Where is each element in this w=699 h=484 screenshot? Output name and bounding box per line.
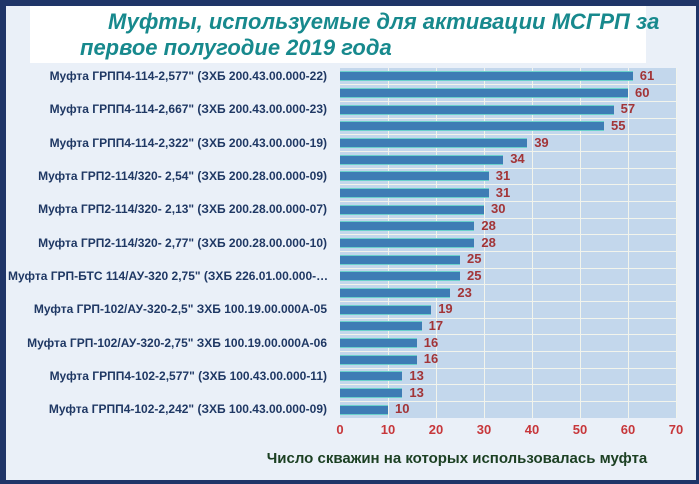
h-gridline [340, 200, 676, 202]
category-label: Муфта ГРПП4-102-2,242" (ЗХБ 100.43.00.00… [48, 402, 327, 417]
h-gridline [340, 367, 676, 369]
v-gridline [483, 68, 485, 418]
x-axis-title: Число скважин на которых использовалась … [266, 450, 648, 467]
bar-value-label: 61 [639, 68, 655, 83]
h-gridline [340, 84, 676, 86]
bar-value-label: 25 [467, 268, 482, 283]
category-label: Муфта ГРП2-114/320- 2,13" (ЗХБ 200.28.00… [38, 202, 327, 217]
bar-value-label: 13 [409, 384, 424, 400]
h-gridline [340, 384, 676, 386]
bar [340, 138, 528, 148]
bar [340, 388, 403, 398]
v-gridline [531, 68, 533, 418]
bar-value-label: 19 [438, 301, 453, 317]
h-gridline [340, 334, 676, 336]
h-gridline [340, 134, 676, 136]
h-gridline [340, 100, 676, 102]
bar [340, 354, 417, 365]
bar-value-label: 23 [457, 284, 472, 300]
h-gridline [340, 317, 676, 319]
bar [340, 254, 460, 265]
category-label: Муфта ГРПП4-114-2,667" (ЗХБ 200.43.00.00… [49, 102, 327, 117]
bar-value-label: 31 [495, 168, 511, 183]
bar-value-label: 16 [423, 334, 439, 350]
category-label: Муфта ГРП-БТС 114/АУ-320 2,75" (ЗХБ 226.… [8, 269, 329, 283]
h-gridline [340, 250, 676, 252]
bar [340, 154, 504, 165]
bar-value-label: 16 [423, 351, 439, 367]
bar-value-label: 57 [620, 101, 636, 117]
h-gridline [340, 184, 676, 186]
bar [340, 188, 489, 198]
bar [340, 288, 451, 298]
bar [340, 221, 475, 232]
bar [340, 338, 417, 348]
chart-title-line-2: первое полугодие 2019 года [80, 35, 392, 60]
bar [340, 404, 388, 415]
h-gridline [340, 267, 676, 269]
category-label: Муфта ГРП2-114/320- 2,77" (ЗХБ 200.28.00… [38, 235, 327, 250]
v-gridline [627, 68, 629, 418]
x-tick-label: 20 [428, 422, 444, 437]
bar [340, 71, 633, 82]
x-tick-label: 10 [380, 422, 396, 437]
bar-value-label: 17 [428, 318, 444, 333]
bar-value-label: 13 [409, 368, 424, 383]
x-tick-label: 40 [524, 422, 540, 437]
h-gridline [340, 167, 676, 169]
category-label: Муфта ГРП2-114/320- 2,54" (ЗХБ 200.28.00… [38, 169, 327, 183]
bar [340, 104, 614, 115]
x-tick-label: 0 [336, 422, 344, 437]
bar-value-label: 25 [467, 251, 482, 267]
plot-area: 61 60 57 55 39 34 31 31 30 28 28 25 25 23 19 17 16 16 13 13… [340, 68, 677, 418]
bar-value-label: 10 [395, 401, 410, 417]
bar-value-label: 28 [481, 218, 496, 233]
bar [340, 121, 604, 132]
h-gridline [340, 150, 676, 152]
x-tick-label: 30 [476, 422, 492, 437]
bar-value-label: 30 [491, 201, 506, 217]
h-gridline [340, 400, 676, 402]
chart-title-line-1: Муфты, используемые для активации МСГРП … [108, 9, 660, 34]
bar-value-label: 31 [495, 184, 511, 200]
category-label: Муфта ГРП-102/АУ-320-2,75" ЗХБ 100.19.00… [27, 335, 327, 350]
h-gridline [340, 350, 676, 352]
v-gridline [675, 68, 677, 418]
chart-title: Муфты, используемые для активации МСГРП … [30, 6, 660, 63]
bar [340, 271, 460, 282]
h-gridline [340, 284, 676, 286]
bar-value-label: 60 [635, 84, 650, 100]
bar-value-label: 55 [611, 118, 626, 133]
bar [340, 304, 432, 315]
x-tick-label: 50 [572, 422, 588, 437]
x-tick-label: 70 [668, 422, 684, 437]
category-label: Муфта ГРПП4-114-2,577" (ЗХБ 200.43.00.00… [49, 69, 327, 83]
category-label: Муфта ГРП-102/АУ-320-2,5" ЗХБ 100.19.00.… [33, 302, 327, 317]
v-gridline [579, 68, 581, 418]
bar [340, 88, 628, 98]
bar [340, 321, 422, 332]
bar-value-label: 39 [534, 134, 549, 150]
h-gridline [340, 217, 676, 219]
h-gridline [340, 117, 676, 119]
bar [340, 171, 489, 182]
x-tick-label: 60 [620, 422, 636, 437]
bar [340, 204, 484, 215]
h-gridline [340, 300, 676, 302]
bar [340, 238, 475, 248]
bar-value-label: 34 [510, 151, 525, 167]
category-label: Муфта ГРПП4-114-2,322" (ЗХБ 200.43.00.00… [49, 135, 327, 150]
bar [340, 371, 403, 382]
bar-value-label: 28 [481, 234, 496, 250]
h-gridline [340, 234, 676, 236]
category-label: Муфта ГРПП4-102-2,577" (ЗХБ 100.43.00.00… [49, 369, 327, 383]
